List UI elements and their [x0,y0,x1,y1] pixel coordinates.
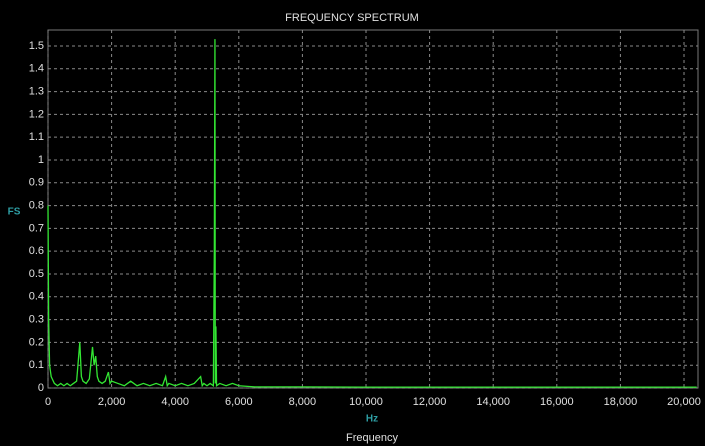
x-axis-label: Frequency [346,432,398,444]
y-tick-label: 0.1 [29,359,44,371]
x-tick-label: 10,000 [349,396,383,408]
y-tick-label: 0.4 [29,291,44,303]
x-tick-label: 2,000 [98,396,126,408]
y-tick-label: 0.7 [29,222,44,234]
y-tick-label: 0.6 [29,245,44,257]
y-tick-label: 0.3 [29,313,44,325]
y-tick-label: 1.4 [29,63,44,75]
x-tick-label: 0 [45,396,51,408]
x-tick-label: 18,000 [604,396,638,408]
x-tick-label: 8,000 [289,396,317,408]
chart-title: FREQUENCY SPECTRUM [285,12,419,24]
y-tick-label: 1.3 [29,85,44,97]
y-tick-label: 0.8 [29,199,44,211]
y-tick-label: 0.2 [29,336,44,348]
y-tick-label: 0.9 [29,177,44,189]
y-tick-label: 1 [38,154,44,166]
y-unit: FS [8,207,21,218]
spectrum-line [47,39,697,388]
y-tick-label: 0.5 [29,268,44,280]
x-tick-label: 12,000 [413,396,447,408]
x-tick-label: 16,000 [540,396,574,408]
x-tick-label: 14,000 [476,396,510,408]
y-tick-label: 1.2 [29,108,44,120]
x-tick-label: 20,000 [667,396,701,408]
x-unit: Hz [366,414,378,425]
x-tick-label: 4,000 [161,396,189,408]
y-tick-label: 0 [38,382,44,394]
x-tick-label: 6,000 [225,396,253,408]
y-tick-label: 1.1 [29,131,44,143]
y-tick-label: 1.5 [29,40,44,52]
